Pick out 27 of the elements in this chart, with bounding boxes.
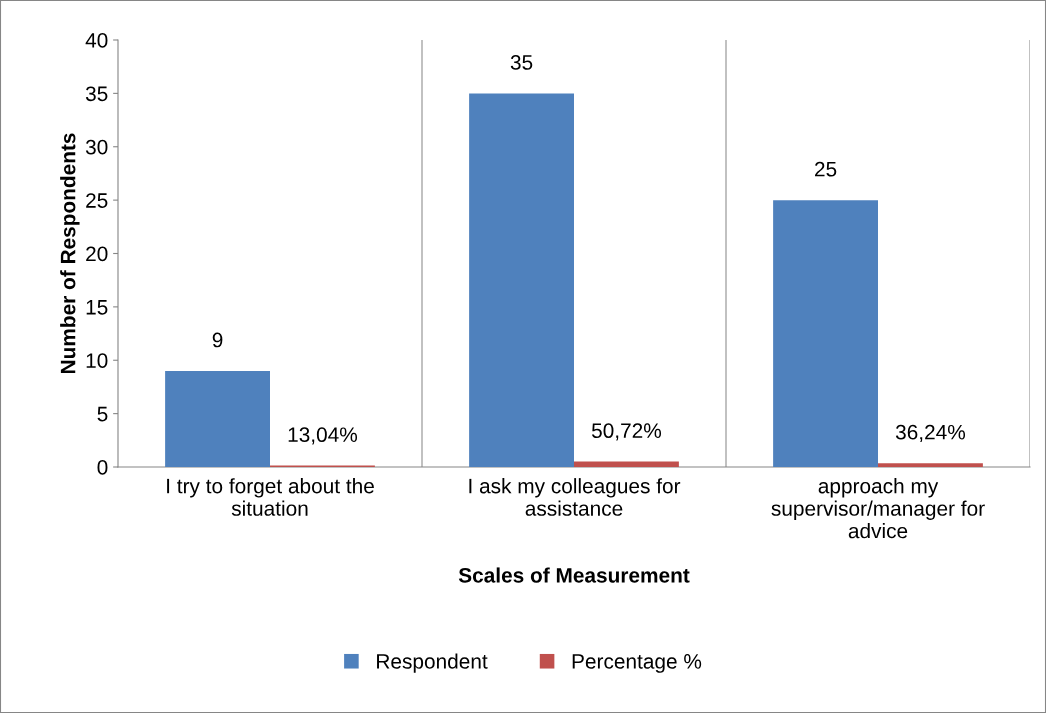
x-tick-label: I try to forget about the situation [167,478,374,516]
y-tick-label: 10 [86,353,108,368]
bar [574,461,679,467]
bar [773,200,878,467]
bar [165,370,270,467]
x-tick-label: I ask my colleagues for assistance [469,478,681,516]
y-tick-label: 15 [86,300,108,315]
bar [469,93,574,467]
x-tick-label: approach my supervisor/manager for advice [771,478,985,539]
bar [878,463,983,467]
legend-label: Respondent [377,653,488,673]
data-label: 13,04% [288,427,358,445]
data-label: 25 [815,161,837,177]
y-tick-label: 40 [85,33,108,48]
y-tick-label: 20 [86,246,108,262]
y-tick-label: 5 [97,406,108,422]
y-tick-label: 25 [86,193,108,208]
x-axis-title: Scales of Measurement [458,567,690,583]
y-tick-label: 35 [85,86,108,102]
legend-label: Percentage % [572,654,702,673]
data-label: 50,72% [591,423,662,441]
y-tick-label: 30 [85,139,108,155]
y-axis-title: Number of Respondents [60,133,80,374]
data-label: 9 [212,332,223,348]
y-tick-label: 0 [97,460,108,475]
data-label: 35 [510,55,533,70]
data-label: 36,24% [895,424,966,443]
